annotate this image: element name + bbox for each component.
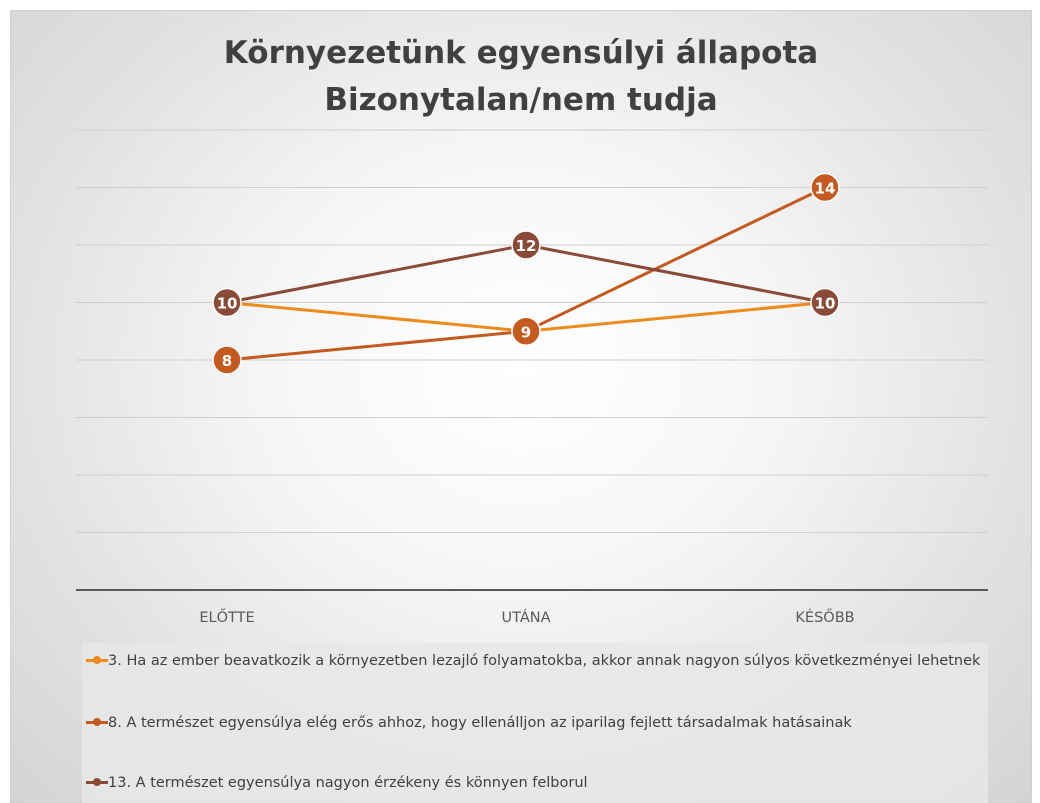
data-point (810, 172, 840, 203)
x-tick-label: KÉSŐBB (795, 608, 854, 626)
data-label: 8 (222, 352, 232, 370)
legend: 3. Ha az ember beavatkozik a környezetbe… (82, 643, 988, 803)
legend-item-13: 13. A természet egyensúlya nagyon érzéke… (82, 771, 988, 795)
data-label: 10 (217, 295, 238, 313)
data-label: 14 (815, 180, 836, 198)
legend-label-3: 3. Ha az ember beavatkozik a környezetbe… (108, 653, 981, 669)
chart-title-block: Környezetünk egyensúlyi állapota Bizonyt… (10, 30, 1032, 124)
x-tick-label: ELŐTTE (199, 608, 254, 626)
legend-label-13: 13. A természet egyensúlya nagyon érzéke… (108, 775, 588, 791)
chart-title: Környezetünk egyensúlyi állapota (223, 35, 819, 71)
data-point (810, 287, 840, 318)
data-label: 12 (516, 237, 537, 255)
legend-marker-8 (86, 716, 108, 728)
legend-item-8: 8. A természet egyensúlya elég erős ahho… (82, 711, 988, 735)
legend-marker-13 (86, 776, 108, 788)
data-point (511, 316, 541, 346)
data-point (212, 287, 242, 318)
chart-subtitle: Bizonytalan/nem tudja (324, 82, 718, 118)
data-point (212, 345, 242, 375)
legend-label-8: 8. A természet egyensúlya elég erős ahho… (108, 715, 852, 731)
legend-item-3: 3. Ha az ember beavatkozik a környezetbe… (82, 649, 988, 673)
data-label: 10 (815, 295, 836, 313)
legend-marker-3 (86, 654, 108, 666)
data-label: 9 (521, 323, 531, 341)
x-tick-label: UTÁNA (501, 609, 550, 626)
data-point (511, 230, 541, 260)
